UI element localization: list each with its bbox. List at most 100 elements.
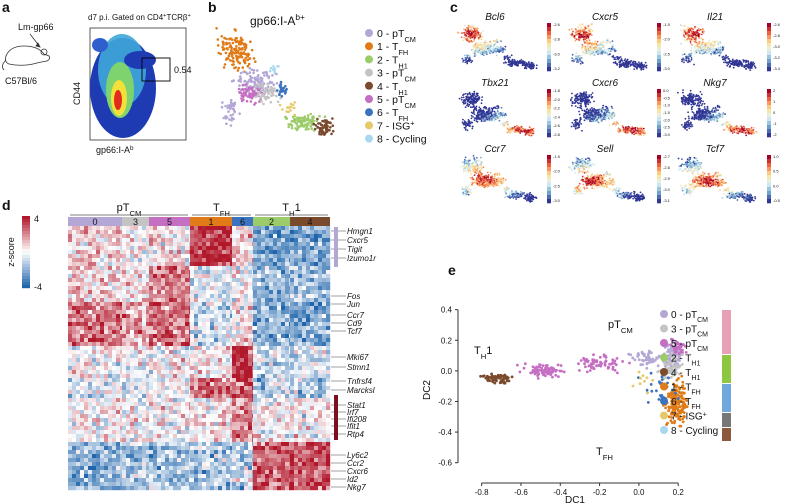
feature-point [714, 116, 716, 118]
colorbar-segment [547, 113, 551, 117]
feature-point [471, 166, 473, 168]
feature-point [571, 93, 573, 95]
umap-point [226, 47, 229, 50]
feature-point [712, 49, 714, 51]
feature-point [698, 34, 700, 36]
feature-point [720, 51, 722, 53]
feature-point [752, 133, 754, 135]
colorbar-segment [767, 105, 771, 109]
umap-point [248, 63, 251, 66]
feature-point [506, 132, 508, 134]
feature-point [747, 60, 749, 62]
feature-point [508, 59, 510, 61]
feature-point [602, 51, 604, 53]
umap-point [275, 95, 278, 98]
umap-point [270, 86, 273, 89]
feature-point [464, 25, 466, 27]
feature-point [715, 118, 717, 120]
umap-point [225, 52, 228, 55]
feature-point [690, 126, 692, 128]
feature-point [480, 42, 482, 44]
feature-point [688, 60, 690, 62]
feature-point [500, 114, 502, 116]
feature-point [493, 115, 495, 117]
colorbar-segment [767, 27, 771, 31]
umap-point [238, 84, 241, 87]
feature-point [466, 39, 468, 41]
feature-point [687, 38, 689, 40]
feature-point [584, 42, 586, 44]
feature-point [600, 42, 602, 44]
colorbar-segment [657, 63, 661, 67]
feature-point [591, 118, 593, 120]
feature-point [737, 65, 739, 67]
feature-point [605, 118, 607, 120]
feature-point [690, 90, 692, 92]
colorbar-segment [547, 35, 551, 39]
feature-point [578, 57, 580, 59]
feature-point [749, 69, 751, 71]
colorbar-tick: -2 [773, 132, 777, 137]
feature-point [683, 36, 685, 38]
feature-point [505, 62, 507, 64]
feature-point [485, 41, 487, 43]
feature-point [482, 163, 484, 165]
umap-point [230, 124, 233, 127]
colorbar-segment [547, 97, 551, 101]
umap-point [290, 103, 293, 106]
umap-point [251, 77, 254, 80]
feature-point [572, 35, 574, 37]
umap-point [313, 123, 316, 126]
umap-point [242, 98, 245, 101]
feature-point [631, 128, 633, 130]
feature-point [466, 33, 468, 35]
feature-point [585, 34, 587, 36]
umap-point [258, 92, 261, 95]
feature-point [530, 129, 532, 131]
colorbar-segment [657, 23, 661, 27]
feature-point [585, 93, 587, 95]
feature-point [485, 48, 487, 50]
feature-point [691, 27, 693, 29]
colorbar-segment [657, 129, 661, 133]
feature-point [481, 44, 483, 46]
feature-point [611, 116, 613, 118]
feature-point [726, 65, 728, 67]
feature-point [703, 111, 705, 113]
feature-point [584, 32, 586, 34]
colorbar-tick: -3.2 [553, 66, 561, 71]
feature-point [704, 108, 706, 110]
feature-point [571, 28, 573, 30]
feature-point [617, 59, 619, 61]
umap-point [271, 74, 274, 77]
feature-point [701, 43, 703, 45]
legend-label-part: 1 - T [377, 41, 399, 53]
umap-point [236, 57, 239, 60]
feature-point [512, 195, 514, 197]
feature-point [707, 108, 709, 110]
mouse-icon [2, 34, 49, 70]
feature-point [463, 161, 465, 163]
feature-point [688, 116, 690, 118]
colorbar-segment [547, 105, 551, 109]
feature-point [482, 52, 484, 54]
feature-point [616, 56, 618, 58]
feature-point [495, 43, 497, 45]
feature-point [591, 113, 593, 115]
feature-point [712, 41, 714, 43]
feature-point [482, 47, 484, 49]
feature-point [505, 114, 507, 116]
feature-point [585, 53, 587, 55]
feature-point [731, 61, 733, 63]
feature-point [495, 112, 497, 114]
colorbar-segment [657, 89, 661, 93]
feature-point [683, 62, 685, 64]
feature-point [475, 171, 477, 173]
umap-point [254, 96, 257, 99]
feature-point [608, 119, 610, 121]
feature-point [464, 127, 466, 129]
umap-point [307, 114, 310, 117]
feature-point [475, 51, 477, 53]
feature-point [600, 44, 602, 46]
